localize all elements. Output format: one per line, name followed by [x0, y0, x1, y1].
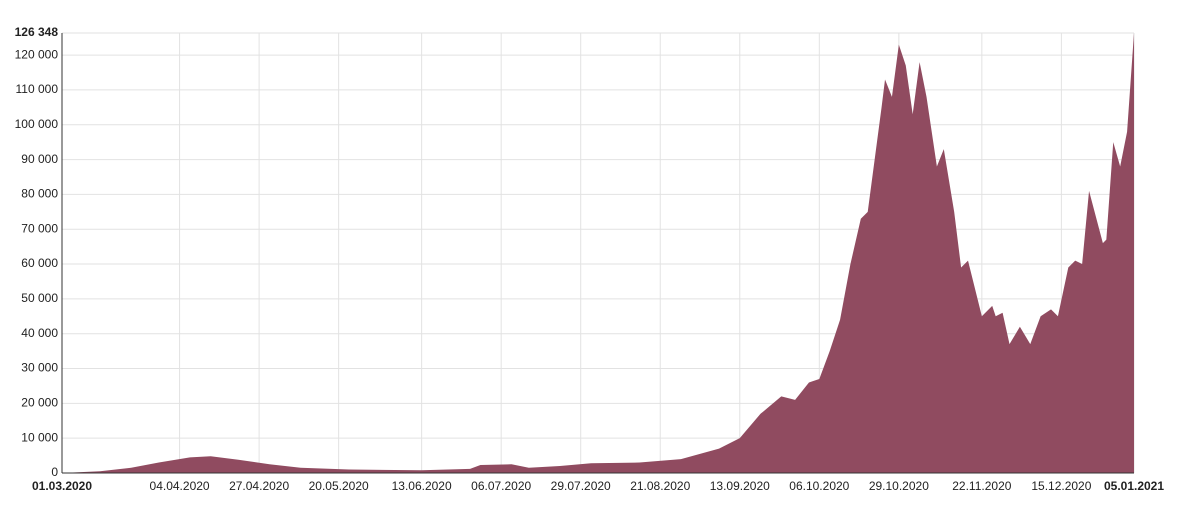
y-tick-label: 80 000: [21, 187, 58, 201]
y-tick-label: 70 000: [21, 221, 58, 235]
x-tick-label: 22.11.2020: [952, 479, 1011, 493]
x-tick-label: 01.03.2020: [32, 479, 92, 493]
x-tick-label: 13.06.2020: [392, 479, 452, 493]
x-tick-label: 27.04.2020: [229, 479, 289, 493]
y-tick-label: 30 000: [21, 361, 58, 375]
area: [62, 33, 1134, 473]
x-tick-label: 21.08.2020: [630, 479, 690, 493]
y-tick-label: 0: [51, 465, 58, 479]
x-tick-label: 29.10.2020: [869, 479, 929, 493]
y-tick-label: 60 000: [21, 256, 58, 270]
y-tick-label: 126 348: [15, 25, 59, 39]
y-tick-label: 110 000: [16, 82, 59, 96]
x-tick-label: 15.12.2020: [1031, 479, 1091, 493]
x-tick-label: 06.07.2020: [471, 479, 531, 493]
x-tick-label: 04.04.2020: [150, 479, 210, 493]
y-tick-label: 50 000: [21, 291, 58, 305]
x-tick-label: 06.10.2020: [789, 479, 849, 493]
x-tick-label: 20.05.2020: [309, 479, 369, 493]
y-tick-label: 20 000: [21, 396, 58, 410]
x-tick-label: 29.07.2020: [551, 479, 611, 493]
y-tick-label: 100 000: [15, 117, 59, 131]
y-tick-label: 90 000: [21, 152, 58, 166]
y-tick-label: 10 000: [21, 430, 58, 444]
y-tick-label: 120 000: [15, 47, 59, 61]
x-tick-label: 13.09.2020: [710, 479, 770, 493]
y-tick-label: 40 000: [21, 326, 58, 340]
x-tick-label: 05.01.2021: [1104, 479, 1164, 493]
